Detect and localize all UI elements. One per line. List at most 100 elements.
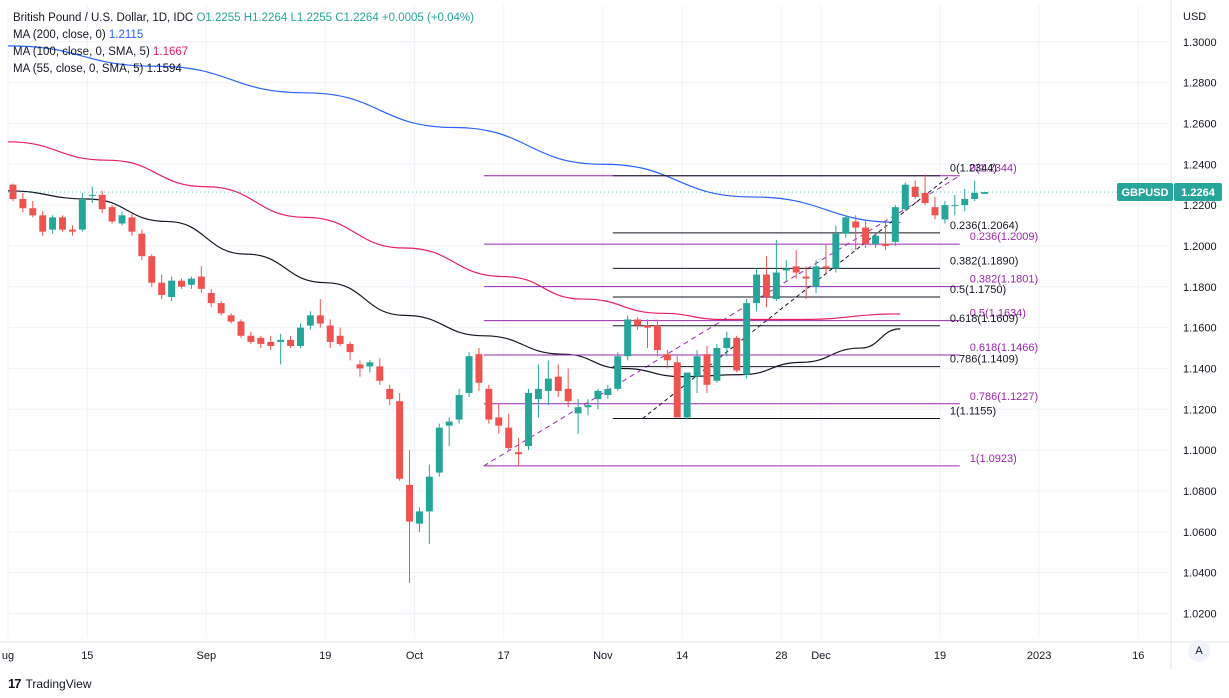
candle[interactable]: [554, 364, 562, 398]
symbol-title[interactable]: British Pound / U.S. Dollar, 1D, IDC: [13, 12, 194, 24]
candle[interactable]: [842, 215, 850, 238]
legend-ma200-row[interactable]: MA (200, close, 0) 1.2115: [13, 27, 474, 44]
candle[interactable]: [663, 350, 671, 369]
candle[interactable]: [306, 311, 314, 330]
candle[interactable]: [138, 229, 146, 261]
candle[interactable]: [425, 464, 433, 545]
candle[interactable]: [971, 180, 979, 202]
legend-ma55-row[interactable]: MA (55, close, 0, SMA, 5) 1.1594: [13, 61, 474, 78]
candle[interactable]: [366, 360, 374, 373]
candle[interactable]: [277, 333, 285, 365]
candle[interactable]: [287, 335, 295, 349]
candle[interactable]: [267, 335, 275, 351]
legend-ma100-row[interactable]: MA (100, close, 0, SMA, 5) 1.1667: [13, 44, 474, 61]
candle[interactable]: [227, 313, 235, 324]
candle[interactable]: [723, 331, 731, 357]
candle[interactable]: [673, 356, 681, 418]
candle[interactable]: [59, 215, 66, 232]
symbol-badge[interactable]: [1117, 183, 1173, 202]
candle[interactable]: [733, 335, 741, 373]
candle[interactable]: [534, 364, 542, 418]
candle[interactable]: [316, 299, 324, 328]
candle[interactable]: [455, 388, 463, 424]
candle[interactable]: [782, 260, 790, 281]
candle[interactable]: [743, 299, 751, 379]
candle[interactable]: [941, 201, 949, 224]
candle[interactable]: [49, 215, 57, 234]
fib-retracement-purple[interactable]: 0(1.2344)0.236(1.2009)0.382(1.1801)0.5(1…: [483, 163, 1038, 467]
candle[interactable]: [88, 186, 96, 204]
candle[interactable]: [237, 319, 245, 338]
candle[interactable]: [772, 239, 780, 302]
candle[interactable]: [713, 343, 721, 383]
candle[interactable]: [634, 317, 642, 330]
candle[interactable]: [475, 348, 483, 391]
candle[interactable]: [168, 276, 176, 302]
candle[interactable]: [336, 327, 344, 347]
candle[interactable]: [604, 384, 612, 400]
candle[interactable]: [515, 437, 523, 467]
candle[interactable]: [901, 182, 909, 212]
candle[interactable]: [445, 417, 453, 447]
candle[interactable]: [257, 335, 265, 349]
tradingview-branding[interactable]: 17 TradingView: [8, 676, 92, 691]
candle[interactable]: [594, 388, 602, 410]
candle[interactable]: [108, 205, 116, 224]
candle[interactable]: [158, 274, 166, 300]
candle[interactable]: [862, 219, 870, 248]
candle[interactable]: [148, 254, 156, 287]
candle[interactable]: [485, 384, 493, 424]
candle[interactable]: [762, 256, 770, 308]
candle[interactable]: [525, 388, 532, 451]
candle[interactable]: [98, 190, 106, 214]
candle[interactable]: [584, 399, 592, 416]
candle[interactable]: [624, 315, 632, 361]
candle[interactable]: [505, 413, 513, 451]
candle[interactable]: [386, 384, 394, 406]
candle[interactable]: [207, 288, 215, 308]
candle[interactable]: [832, 225, 840, 273]
candle[interactable]: [356, 360, 364, 377]
candle[interactable]: [852, 215, 860, 251]
candle[interactable]: [376, 358, 384, 385]
candle[interactable]: [881, 221, 889, 251]
candle[interactable]: [921, 174, 929, 206]
candle[interactable]: [703, 346, 711, 393]
candle[interactable]: [297, 323, 304, 349]
candle[interactable]: [931, 196, 939, 220]
candle[interactable]: [812, 260, 820, 293]
candle[interactable]: [693, 350, 701, 393]
candle[interactable]: [495, 403, 503, 434]
candle[interactable]: [247, 331, 255, 344]
candle[interactable]: [653, 319, 661, 357]
candle[interactable]: [544, 360, 552, 406]
fib-retracement-black[interactable]: 0(1.2344) 0.236(1.2064) 0.382(1.1890) 0.5(1…: [612, 163, 1019, 419]
candle[interactable]: [217, 301, 225, 316]
candle[interactable]: [683, 372, 691, 420]
candle[interactable]: [39, 211, 47, 236]
candle[interactable]: [802, 266, 810, 300]
auto-scale-button[interactable]: A: [1188, 640, 1210, 662]
candle[interactable]: [564, 368, 572, 408]
candle[interactable]: [435, 423, 443, 477]
candle[interactable]: [78, 192, 86, 232]
candle[interactable]: [9, 183, 17, 202]
candle[interactable]: [118, 211, 126, 226]
candle[interactable]: [128, 213, 136, 236]
candle[interactable]: [187, 276, 195, 289]
candle[interactable]: [197, 266, 205, 293]
candle[interactable]: [822, 243, 830, 275]
candle[interactable]: [19, 192, 27, 213]
candle[interactable]: [753, 268, 761, 312]
candle[interactable]: [792, 250, 800, 279]
candle[interactable]: [891, 205, 899, 246]
candle[interactable]: [346, 341, 354, 361]
candle[interactable]: [178, 278, 185, 289]
candle[interactable]: [326, 319, 334, 349]
candle[interactable]: [465, 352, 473, 398]
candle[interactable]: [68, 225, 76, 236]
candle[interactable]: [981, 192, 989, 194]
candle[interactable]: [872, 233, 879, 248]
candle[interactable]: [911, 180, 919, 199]
